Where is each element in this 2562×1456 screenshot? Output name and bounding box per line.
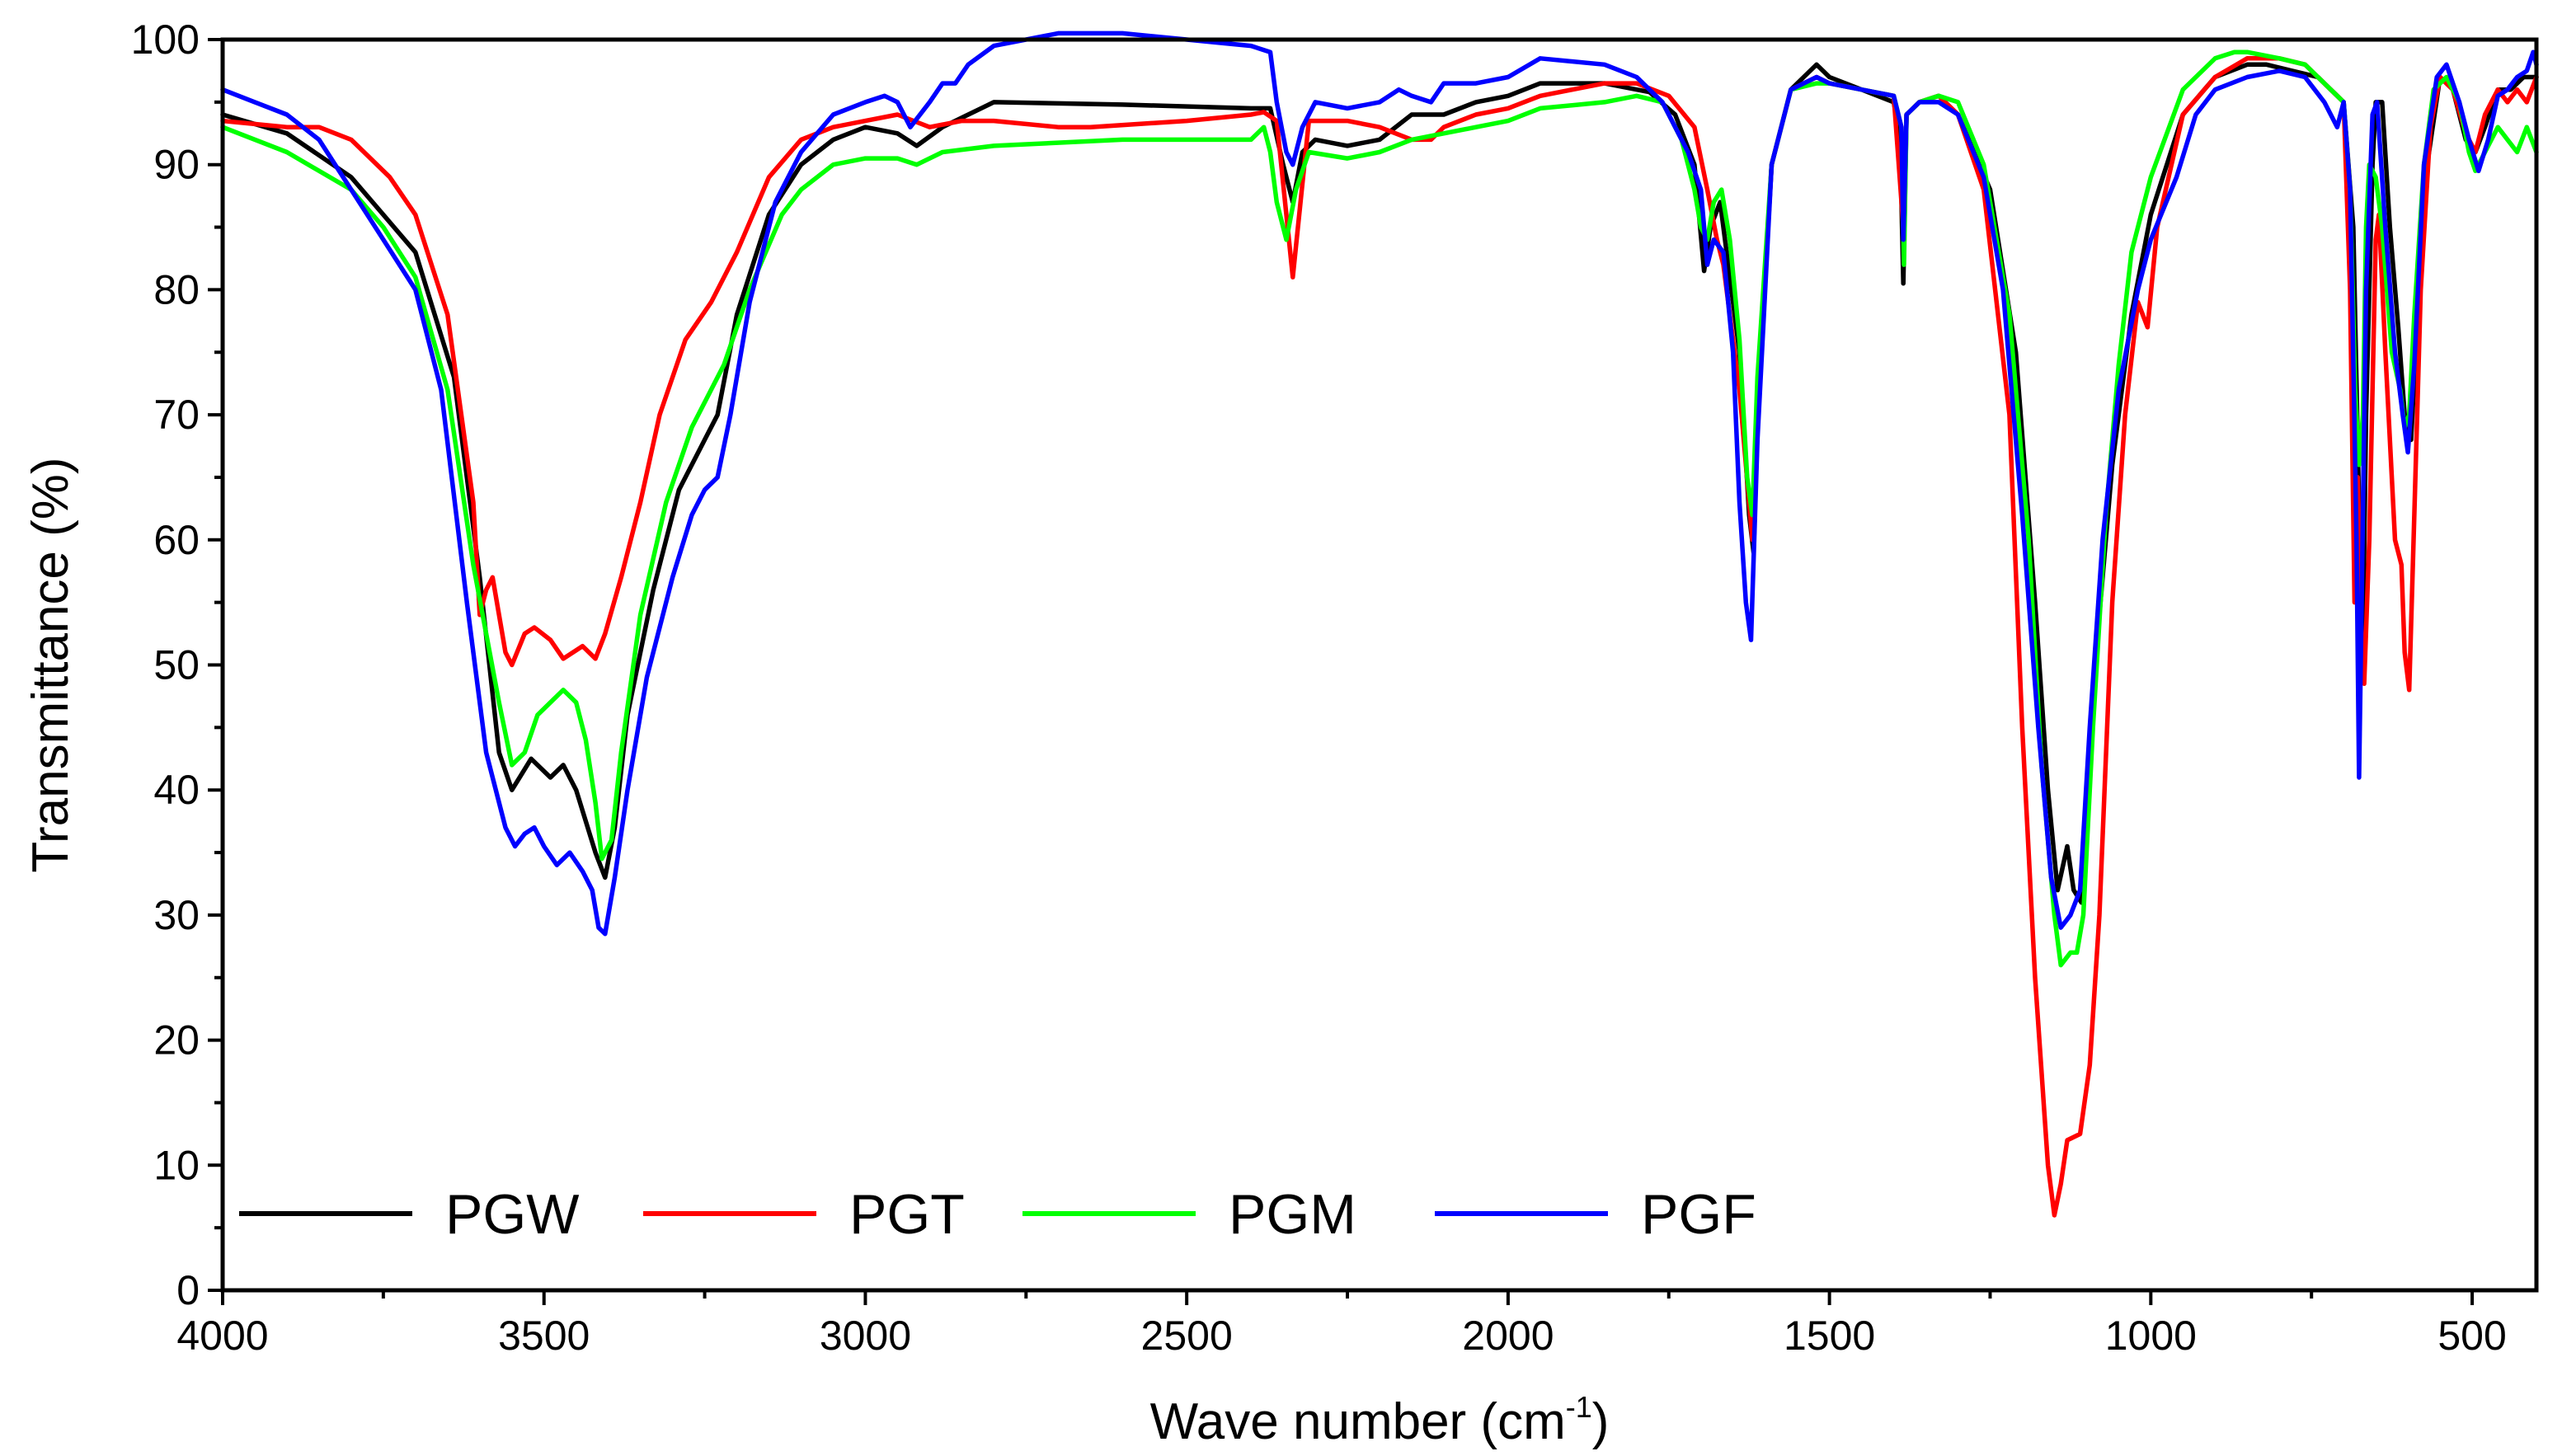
x-tick-label: 2000 [1462,1313,1554,1359]
y-tick-label: 0 [176,1267,200,1313]
series-lines [220,31,2539,1218]
x-tick-label: 3000 [820,1313,911,1359]
y-tick-label: 70 [153,392,200,438]
y-tick-label: 20 [153,1017,200,1064]
legend: PGW PGT PGM PGF [239,1183,1756,1246]
legend-label-pgt: PGT [849,1183,965,1246]
series-line-pgf [220,31,2539,937]
x-tick-label: 4000 [176,1313,268,1359]
legend-label-pgw: PGW [445,1183,579,1246]
y-tick-label: 10 [153,1142,200,1188]
y-tick-label: 60 [153,517,200,563]
y-tick-label: 30 [153,892,200,938]
y-tick-label: 100 [131,16,200,63]
legend-label-pgf: PGF [1641,1183,1756,1246]
x-tick-label: 1500 [1784,1313,1875,1359]
legend-label-pgm: PGM [1229,1183,1356,1246]
plot-frame [220,37,2539,1293]
x-axis-ticks: 4000 3500 3000 2500 2000 1500 1000 500 [176,1290,2507,1359]
y-tick-label: 50 [153,642,200,688]
x-axis-title: Wave number (cm-1) [1150,1390,1610,1450]
series-line-pgm [220,49,2539,968]
y-tick-label: 90 [153,142,200,188]
x-tick-label: 3500 [498,1313,590,1359]
x-tick-label: 1000 [2105,1313,2197,1359]
x-tick-label: 500 [2437,1313,2506,1359]
x-tick-label: 2500 [1141,1313,1233,1359]
y-tick-label: 40 [153,767,200,813]
y-axis-title: Transmittance (%) [22,457,79,872]
y-tick-label: 80 [153,266,200,312]
